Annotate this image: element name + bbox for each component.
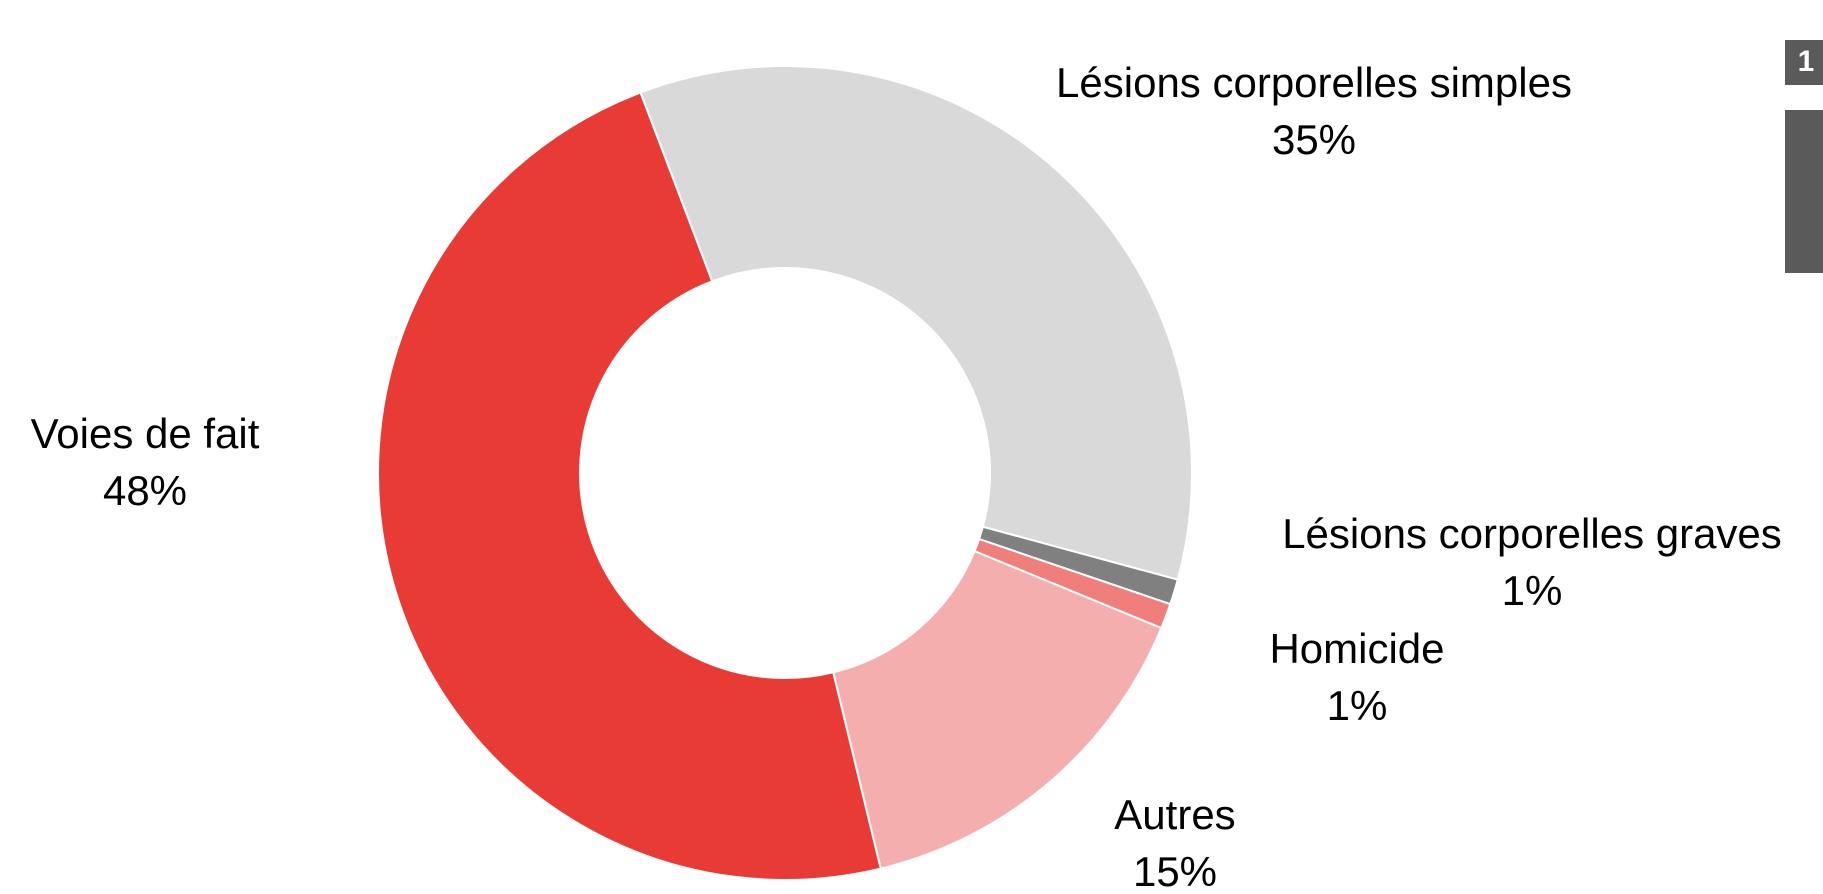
donut-slice [377, 91, 882, 881]
donut-slice [639, 65, 1193, 581]
slice-value-label: 48% [103, 467, 187, 514]
slice-label: Voies de fait [31, 410, 260, 457]
badge-label: 1 [1798, 45, 1815, 78]
side-panel [1785, 110, 1823, 273]
slice-label: Lésions corporelles simples [1056, 59, 1572, 106]
slice-label: Homicide [1269, 625, 1444, 672]
slice-value-label: 35% [1272, 116, 1356, 163]
slice-label: Autres [1114, 791, 1235, 838]
slice-value-label: 1% [1327, 682, 1388, 729]
slice-label: Lésions corporelles graves [1282, 510, 1782, 557]
slice-value-label: 1% [1502, 567, 1563, 614]
slice-value-label: 15% [1133, 848, 1217, 894]
donut-slice [831, 549, 1163, 870]
badge-box [1785, 40, 1823, 85]
